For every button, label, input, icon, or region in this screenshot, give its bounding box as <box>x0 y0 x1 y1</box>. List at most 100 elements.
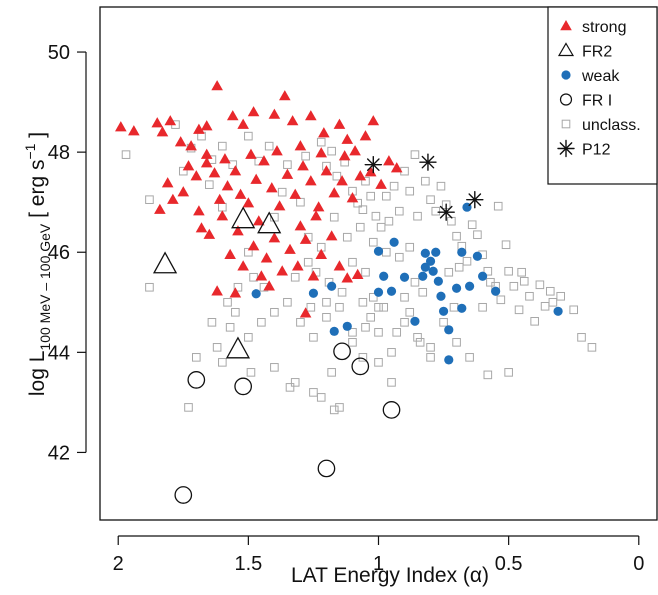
data-point <box>335 302 344 312</box>
data-point <box>351 268 364 279</box>
legend-marker <box>561 119 571 129</box>
data-point <box>294 220 307 231</box>
data-point <box>161 177 174 188</box>
data-point <box>247 106 260 117</box>
legend-label: weak <box>581 68 620 85</box>
data-point <box>433 276 443 286</box>
data-point <box>336 175 348 186</box>
data-point <box>221 180 234 191</box>
data-point <box>349 145 361 156</box>
data-point <box>268 108 281 119</box>
data-point <box>264 141 274 151</box>
data-point <box>389 181 399 191</box>
data-point <box>242 197 255 208</box>
data-point <box>281 168 294 179</box>
data-point <box>244 131 253 141</box>
data-point <box>290 378 300 387</box>
legend-label: FR I <box>582 93 612 110</box>
data-point <box>462 256 472 266</box>
data-point <box>373 246 384 256</box>
data-point <box>307 270 320 281</box>
data-point <box>428 266 438 276</box>
data-point <box>359 130 372 141</box>
data-point <box>244 247 253 257</box>
data-point <box>413 211 422 221</box>
data-point <box>315 147 328 158</box>
data-point <box>342 232 352 242</box>
data-point <box>226 110 239 121</box>
y-tick-label: 48 <box>48 142 70 164</box>
data-point <box>257 211 282 234</box>
data-point <box>270 363 279 372</box>
data-point <box>364 155 382 174</box>
legend-marker <box>561 70 571 80</box>
data-point <box>472 251 483 261</box>
data-point <box>211 80 223 91</box>
data-point <box>426 353 435 362</box>
data-point <box>392 328 402 337</box>
data-point <box>425 256 436 266</box>
data-point <box>467 220 477 230</box>
data-point <box>348 338 357 347</box>
series-weak <box>251 202 563 365</box>
data-point <box>421 176 430 186</box>
data-point <box>306 302 316 312</box>
legend-label: unclass. <box>582 117 641 134</box>
data-point <box>519 276 529 286</box>
data-point <box>464 281 475 291</box>
data-marks <box>115 80 597 504</box>
data-point <box>383 155 395 166</box>
data-point <box>200 157 213 168</box>
data-point <box>290 272 300 282</box>
y-axis-title-close: ] <box>26 132 49 138</box>
data-point <box>273 200 286 211</box>
data-point <box>478 271 488 281</box>
series-fr2 <box>152 206 282 359</box>
data-point <box>270 307 279 317</box>
data-point <box>332 171 342 181</box>
data-point <box>415 338 425 347</box>
data-point <box>341 133 354 144</box>
data-point <box>320 165 333 176</box>
data-point <box>305 175 317 186</box>
data-point <box>410 150 420 159</box>
data-point <box>399 272 410 282</box>
data-point <box>225 336 251 359</box>
data-point <box>358 297 368 307</box>
data-point <box>410 316 420 326</box>
x-tick-label: 1 <box>373 553 384 575</box>
x-axis-title: LAT Energy Index (α) <box>291 564 489 587</box>
data-point <box>367 115 380 126</box>
data-point <box>337 287 347 297</box>
data-point <box>192 353 201 362</box>
data-point <box>121 150 131 159</box>
data-point <box>152 251 178 274</box>
data-point <box>535 280 545 290</box>
data-point <box>376 222 386 232</box>
data-point <box>395 252 404 262</box>
data-point <box>174 136 187 147</box>
data-point <box>465 353 474 362</box>
data-point <box>277 187 287 197</box>
data-point <box>249 272 258 282</box>
legend-marker <box>557 139 575 158</box>
legend-item: strong <box>560 19 626 36</box>
legend: strong FR2 weak FR I unclass. P12 <box>547 6 658 185</box>
data-point <box>486 277 495 287</box>
data-point <box>184 403 193 412</box>
legend-marker <box>557 42 575 57</box>
data-point <box>312 201 325 212</box>
y-tick-label: 42 <box>48 442 70 464</box>
data-point <box>251 289 261 299</box>
data-point <box>556 291 565 301</box>
data-point <box>452 338 461 347</box>
data-point <box>213 193 226 204</box>
data-point <box>473 230 482 240</box>
data-point <box>265 182 278 193</box>
data-point <box>229 287 242 298</box>
data-point <box>346 192 359 203</box>
data-point <box>382 191 391 201</box>
data-point <box>283 297 292 307</box>
data-point <box>438 306 449 316</box>
data-point <box>233 282 243 292</box>
